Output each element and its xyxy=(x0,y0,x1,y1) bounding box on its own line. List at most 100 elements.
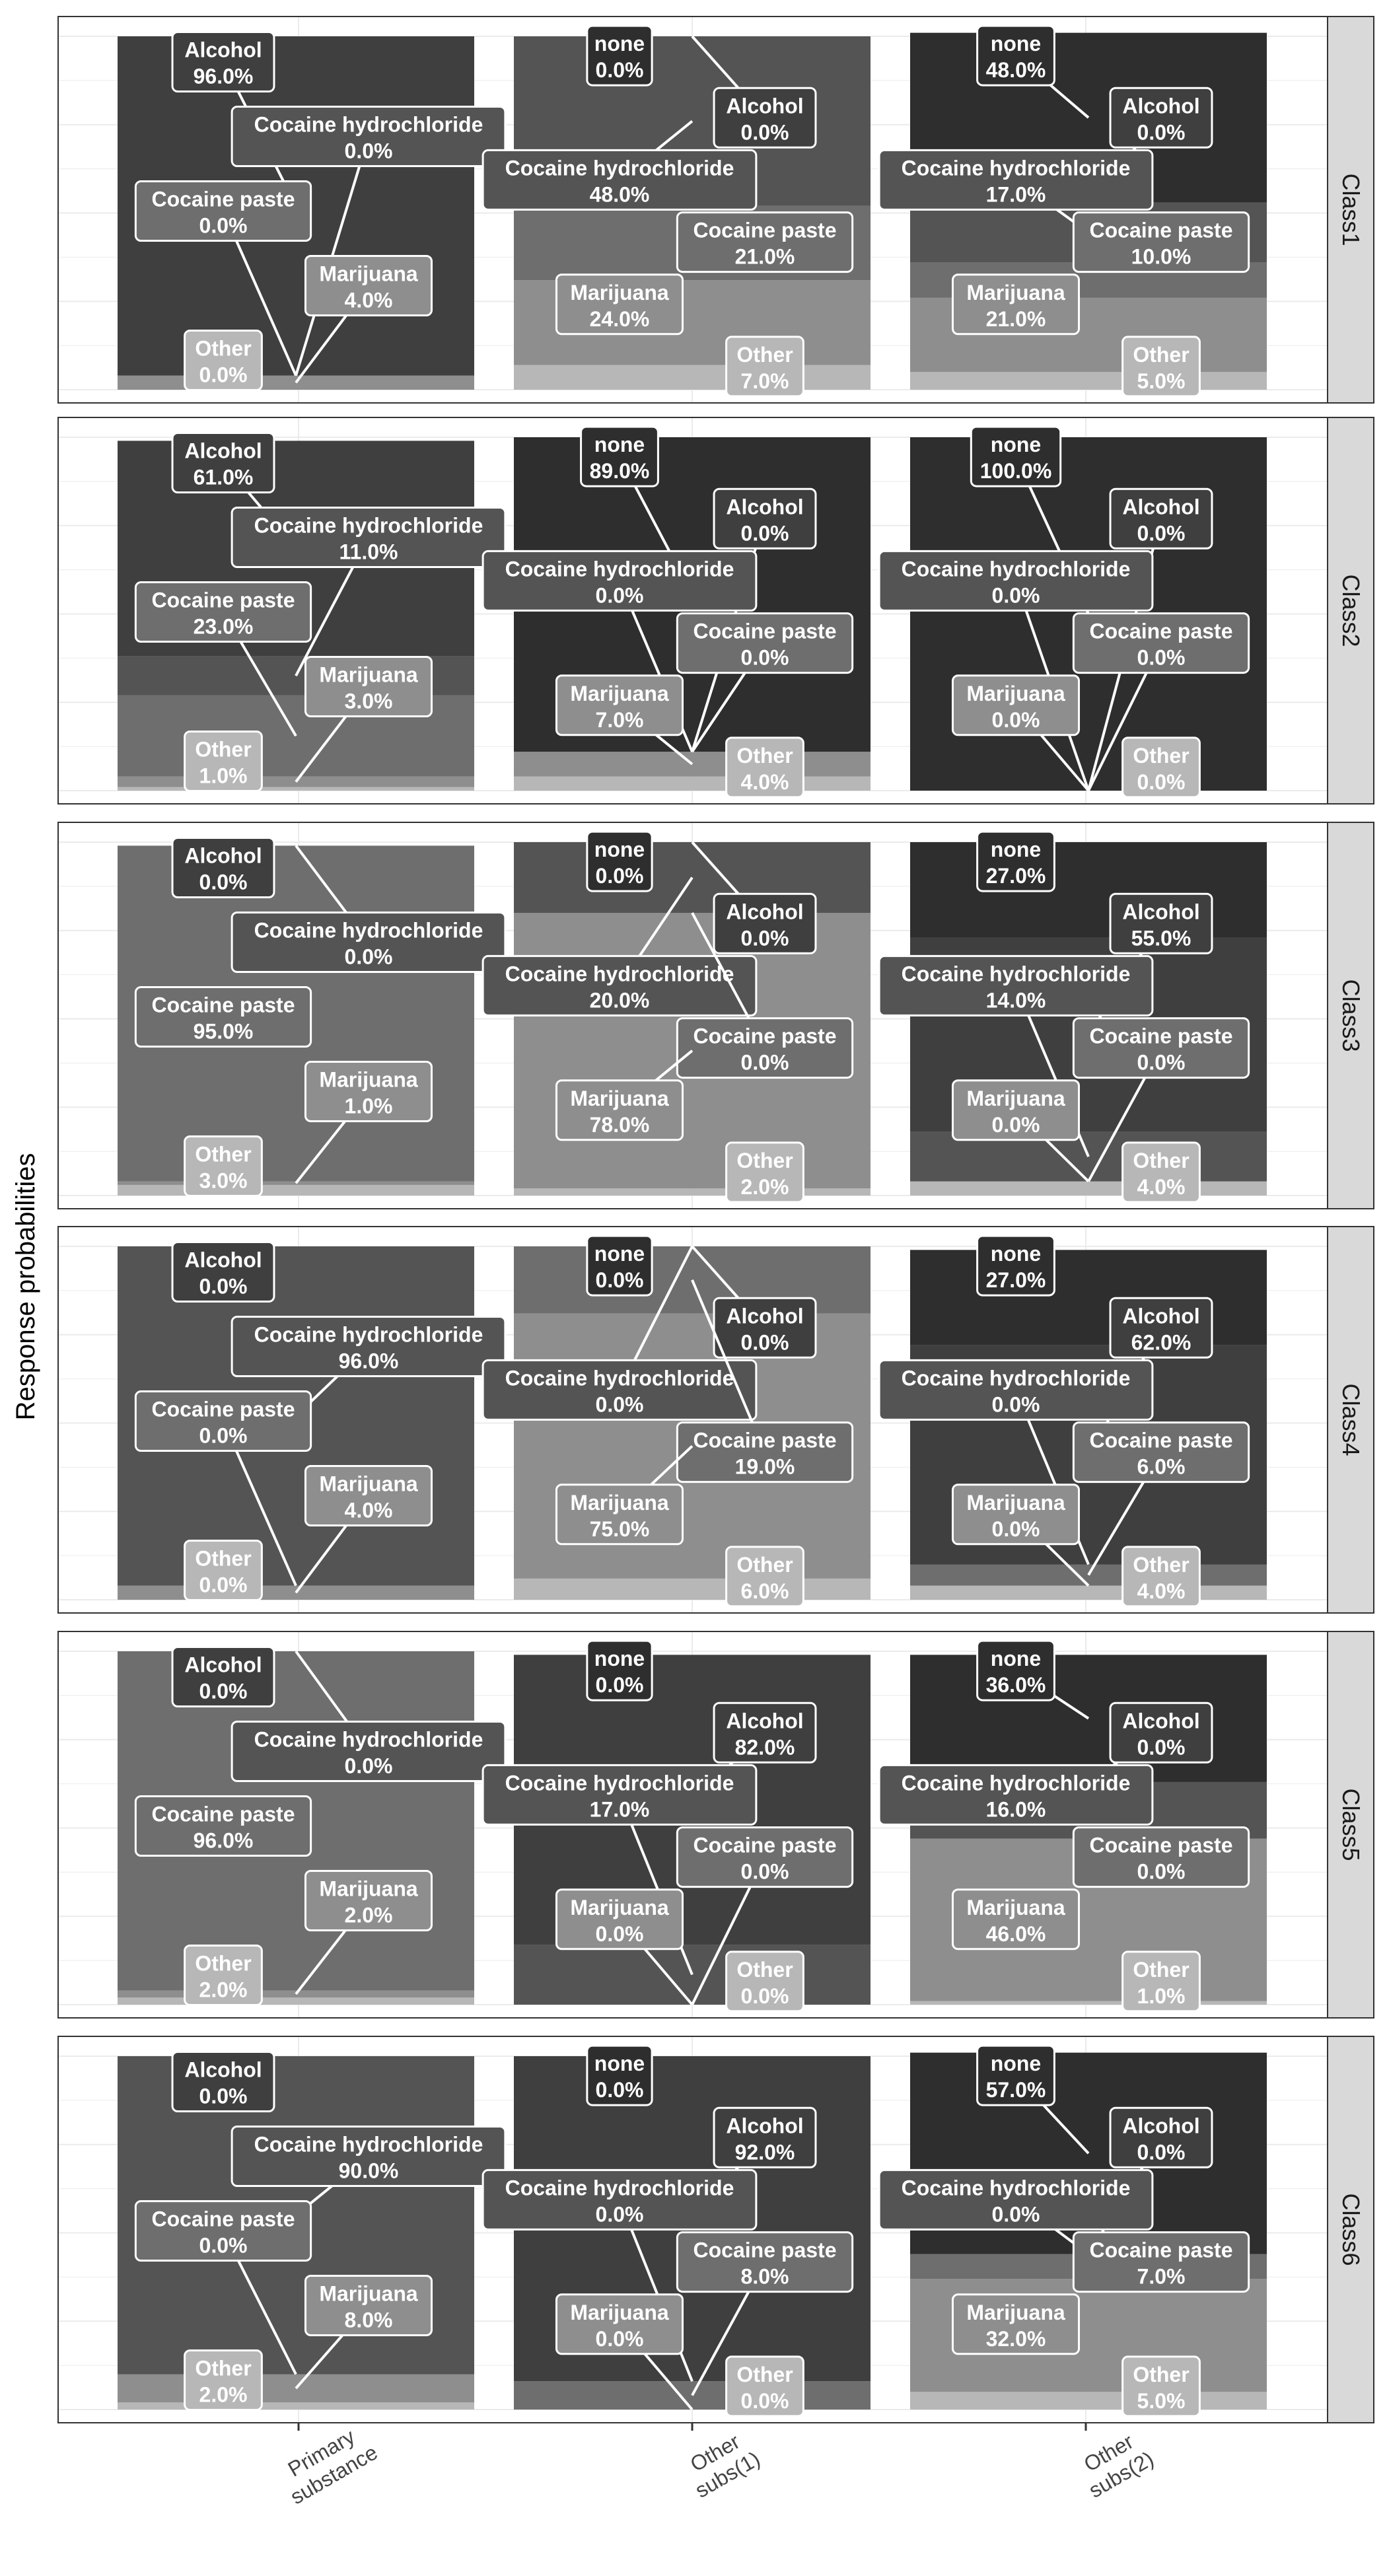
label-category: Other xyxy=(195,1143,251,1166)
facet-strip-label: Class4 xyxy=(1337,1383,1365,1456)
data-label-none: none 89.0% xyxy=(580,425,694,596)
label-box xyxy=(1121,1950,1201,2013)
label-category: Marijuana xyxy=(570,1491,669,1515)
label-category: Marijuana xyxy=(319,1472,418,1496)
data-label-cocaine-paste: Cocaine paste 19.0% xyxy=(676,1279,854,1484)
label-category: Other xyxy=(736,1958,793,1982)
label-box xyxy=(134,2200,312,2262)
label-category: none xyxy=(991,838,1041,861)
label-value: 96.0% xyxy=(339,1349,399,1373)
label-category: Cocaine hydrochloride xyxy=(902,156,1131,180)
label-box xyxy=(713,892,817,954)
y-axis-title: Response probabilities xyxy=(11,1153,40,1421)
label-category: Other xyxy=(195,738,251,762)
label-value: 17.0% xyxy=(590,1797,650,1821)
label-category: Cocaine paste xyxy=(694,2238,837,2262)
data-label-alcohol: Alcohol 92.0% xyxy=(691,2106,817,2220)
bar-segment-other xyxy=(910,372,1267,390)
label-category: Marijuana xyxy=(319,2282,418,2306)
data-label-none: none 0.0% xyxy=(586,1639,653,1701)
label-box xyxy=(725,2355,804,2417)
label-category: Marijuana xyxy=(966,682,1065,705)
label-box xyxy=(676,1421,854,1484)
label-box xyxy=(1072,1421,1250,1484)
facet-strip-label: Class1 xyxy=(1337,173,1365,246)
label-box xyxy=(878,2168,1154,2231)
facet-strip-bg xyxy=(1327,16,1374,404)
facet-strip-label: Class6 xyxy=(1337,2193,1365,2266)
label-box xyxy=(676,2231,854,2293)
label-category: Cocaine hydrochloride xyxy=(254,1323,483,1347)
label-category: Alcohol xyxy=(184,38,262,62)
label-value: 0.0% xyxy=(741,1051,789,1075)
label-category: none xyxy=(594,433,645,456)
y-axis-label: Response probabilities xyxy=(11,1153,40,1421)
label-value: 0.0% xyxy=(741,120,789,144)
data-label-none: none 0.0% xyxy=(586,830,653,892)
x-tick-label: Othersubs(1) xyxy=(678,2425,764,2502)
label-box xyxy=(713,2106,817,2168)
label-value: 46.0% xyxy=(986,1922,1046,1946)
data-label-marijuana: Marijuana 2.0% xyxy=(295,1870,433,1995)
data-label-cocaine-paste: Cocaine paste 0.0% xyxy=(1072,1017,1250,1182)
label-value: 96.0% xyxy=(194,1829,254,1853)
bar-column-3 xyxy=(910,32,1267,390)
label-box xyxy=(725,336,804,398)
label-category: Cocaine paste xyxy=(694,219,837,242)
label-box xyxy=(586,830,653,892)
label-category: Other xyxy=(195,1547,251,1571)
label-category: Alcohol xyxy=(1122,1709,1199,1733)
label-category: Cocaine hydrochloride xyxy=(505,962,734,985)
label-category: Marijuana xyxy=(570,1087,669,1110)
label-box xyxy=(1072,211,1250,273)
label-box xyxy=(184,2349,263,2411)
label-value: 4.0% xyxy=(345,289,393,312)
label-box xyxy=(1072,2231,1250,2293)
bar-segment-none xyxy=(910,1250,1267,1345)
label-value: 32.0% xyxy=(986,2327,1046,2351)
label-value: 5.0% xyxy=(1137,2389,1186,2413)
label-box xyxy=(586,1234,653,1297)
label-value: 5.0% xyxy=(1137,369,1186,393)
label-box xyxy=(1121,1141,1201,1203)
label-value: 2.0% xyxy=(345,1904,393,1927)
label-box xyxy=(586,2044,653,2106)
label-value: 0.0% xyxy=(741,2389,789,2413)
label-box xyxy=(878,1764,1154,1826)
data-label-marijuana: Marijuana 0.0% xyxy=(555,1888,694,2006)
label-category: Cocaine hydrochloride xyxy=(902,962,1131,985)
label-value: 95.0% xyxy=(194,1020,254,1044)
label-category: Cocaine paste xyxy=(694,620,837,643)
label-box xyxy=(725,1141,804,1203)
label-value: 7.0% xyxy=(596,708,644,732)
label-value: 0.0% xyxy=(596,583,644,607)
label-box xyxy=(184,1135,263,1197)
label-box xyxy=(134,1795,312,1857)
label-box xyxy=(1121,1546,1201,1608)
label-category: Cocaine paste xyxy=(1090,219,1233,242)
label-value: 0.0% xyxy=(596,1673,644,1697)
label-category: Cocaine hydrochloride xyxy=(902,1366,1131,1390)
label-category: Other xyxy=(736,744,793,768)
label-value: 4.0% xyxy=(1137,1175,1186,1199)
label-category: Marijuana xyxy=(966,2301,1065,2324)
label-value: 16.0% xyxy=(986,1797,1046,1821)
data-label-other: Other 2.0% xyxy=(184,2349,263,2411)
label-box xyxy=(676,211,854,273)
label-box xyxy=(713,487,817,550)
label-box xyxy=(184,1540,263,1601)
label-value: 90.0% xyxy=(339,2159,399,2183)
